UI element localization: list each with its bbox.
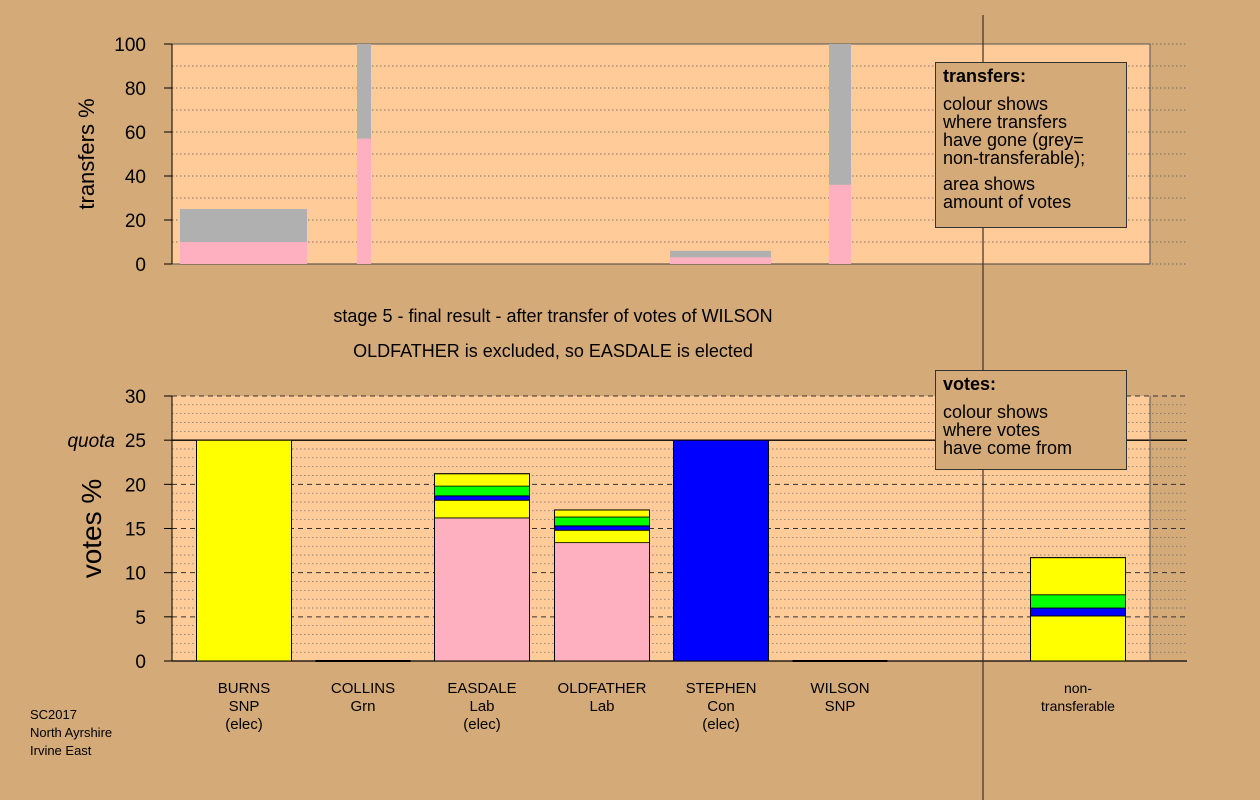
candidate-status-label: (elec) [225, 716, 263, 733]
votes-legend-line: where votes [943, 420, 1041, 440]
votes-y-tick-label: 0 [135, 652, 146, 673]
candidate-name-label: COLLINS [331, 680, 395, 697]
transfers-legend-line: have gone (grey= [943, 130, 1084, 150]
vote-bar-segment [434, 499, 530, 519]
transfers-legend-line: non-transferable); [943, 148, 1086, 168]
vote-bar-segment [673, 439, 769, 662]
transfers-y-tick-label: 100 [114, 35, 146, 56]
transfer-bar-segment [357, 44, 371, 139]
candidate-party-label: Con [707, 698, 735, 715]
vote-bar-outline [673, 439, 769, 662]
vote-bar-segment [554, 516, 650, 527]
vote-bar-segment [554, 529, 650, 544]
candidate-name-label: WILSON [810, 680, 869, 697]
candidate-status-label: (elec) [702, 716, 740, 733]
vote-bar-segment [196, 439, 292, 662]
votes-y-tick-label: 20 [125, 475, 146, 496]
transfers-y-tick-label: 20 [125, 211, 146, 232]
transfer-bar-segment [829, 184, 851, 264]
votes-y-tick-label: 10 [125, 564, 146, 585]
transfers-y-tick-label: 40 [125, 167, 146, 188]
quota-label: quota [67, 431, 115, 452]
transfers-legend-line: colour shows [943, 94, 1049, 114]
vote-bar-segment [1030, 615, 1126, 662]
transfers-y-tick-label: 80 [125, 79, 146, 100]
vote-bar-segment [1030, 607, 1126, 617]
transfers-y-tick-label: 0 [135, 255, 146, 276]
candidate-name-label: BURNS [218, 680, 271, 697]
vote-bar-outline [1030, 557, 1126, 662]
vote-bar-segment [434, 495, 530, 501]
transfers-legend-line: area shows [943, 174, 1036, 194]
vote-bar-outline [434, 473, 530, 662]
transfers-y-axis-label: transfers % [74, 98, 99, 209]
vote-bar-segment [434, 485, 530, 497]
votes-legend-box: votes: colour shows where votes have com… [935, 370, 1127, 470]
candidate-status-label: (elec) [463, 716, 501, 733]
vote-bar-segment [1030, 594, 1126, 609]
transfer-bar-segment [829, 44, 851, 185]
vote-bar-outline [196, 439, 292, 662]
candidate-name-label: non- [1064, 680, 1092, 696]
transfers-legend-line: where transfers [943, 112, 1068, 132]
transfer-bar-segment [670, 257, 771, 264]
candidate-name-label: EASDALE [447, 680, 516, 697]
votes-legend-title: votes: [943, 374, 997, 394]
votes-legend-line: have come from [943, 438, 1073, 458]
transfers-legend-box: transfers: colour shows where transfers … [935, 62, 1127, 228]
vote-bar-segment [554, 525, 650, 531]
stage-caption: stage 5 - final result - after transfer … [333, 306, 773, 326]
vote-bar-segment [1030, 557, 1126, 596]
vote-bar-outline [554, 509, 650, 662]
transfers-y-tick-label: 60 [125, 123, 146, 144]
footer-info: SC2017 North Ayrshire Irvine East [30, 706, 112, 760]
votes-y-tick-label: 15 [125, 520, 146, 541]
footer-ward: Irvine East [30, 743, 92, 758]
result-caption: OLDFATHER is excluded, so EASDALE is ele… [353, 341, 753, 361]
candidate-name-label: OLDFATHER [558, 680, 647, 697]
candidate-party-label: SNP [229, 698, 260, 715]
transfers-legend-title: transfers: [943, 66, 1027, 86]
votes-y-tick-label: 5 [135, 608, 146, 629]
candidate-party-label: SNP [825, 698, 856, 715]
votes-y-tick-label: 30 [125, 387, 146, 408]
vote-bar-segment [434, 517, 530, 662]
transfer-bar-segment [670, 250, 771, 258]
vote-bar-segment [434, 473, 530, 487]
transfer-bar-segment [357, 138, 371, 264]
candidate-party-label: Lab [589, 698, 614, 715]
votes-y-axis-label: votes % [76, 479, 107, 579]
footer-council: North Ayrshire [30, 725, 113, 740]
candidate-name-label: STEPHEN [686, 680, 757, 697]
transfers-legend-line: amount of votes [943, 192, 1072, 212]
candidate-party-label: transferable [1041, 698, 1115, 714]
vote-bar-segment [554, 542, 650, 662]
transfer-bar-segment [180, 209, 307, 242]
candidate-party-label: Lab [469, 698, 494, 715]
transfer-bar-segment [180, 242, 307, 264]
footer-election: SC2017 [30, 707, 77, 722]
votes-y-tick-label: 25 [125, 431, 146, 452]
votes-legend-line: colour shows [943, 402, 1049, 422]
candidate-party-label: Grn [350, 698, 375, 715]
vote-bar-segment [554, 509, 650, 518]
